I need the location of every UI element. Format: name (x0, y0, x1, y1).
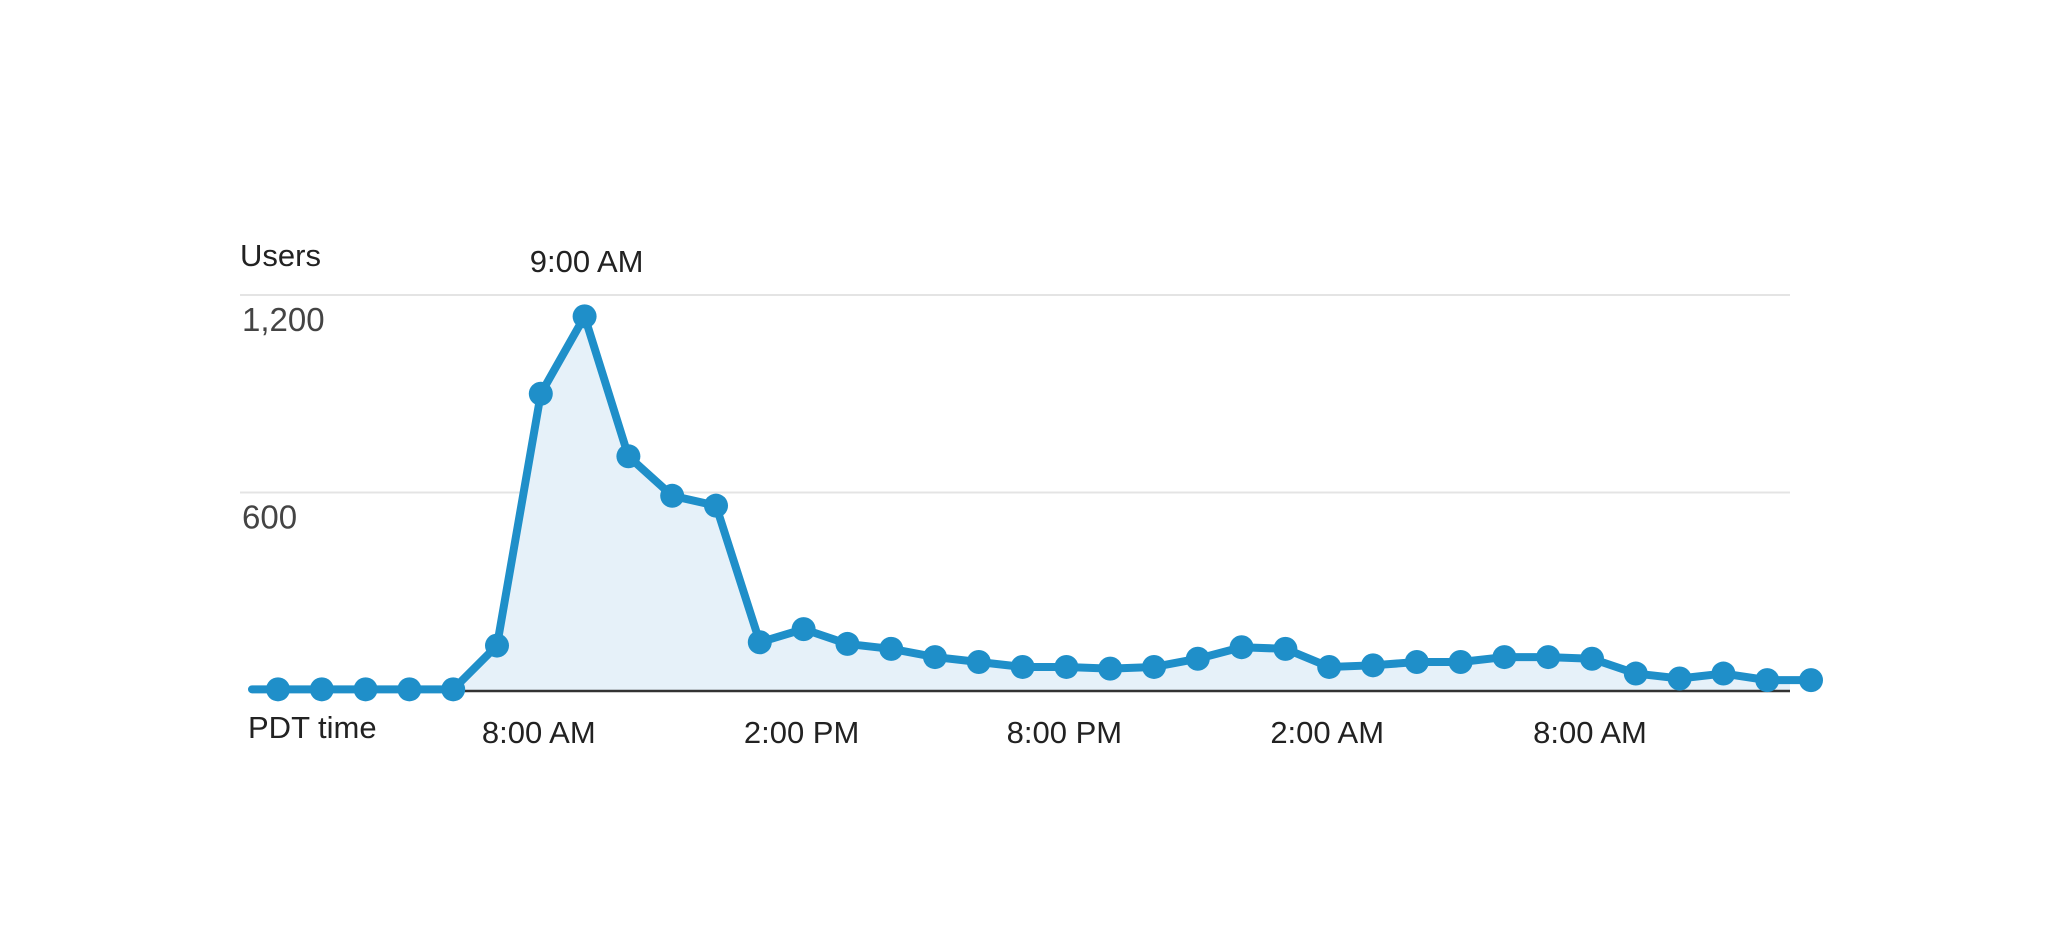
series-area (252, 316, 1811, 690)
data-point (309, 677, 334, 702)
line-layer (248, 312, 1815, 694)
data-point (1404, 650, 1429, 675)
data-point (528, 381, 553, 406)
tick-labels: 600 1,200 8:00 AM 2:00 PM 8:00 PM 2:00 AM 8:00… (242, 301, 1647, 750)
area-layer (252, 316, 1811, 693)
data-point (1492, 645, 1517, 670)
data-points (266, 304, 1823, 702)
data-point (1580, 646, 1604, 671)
data-point (835, 631, 860, 656)
data-point (1536, 645, 1561, 670)
y-tick-label: 1,200 (242, 301, 325, 338)
peak-label: 9:00 AM (530, 244, 644, 279)
data-point (441, 677, 466, 702)
labels-layer: Users PDT time 9:00 AM (240, 238, 643, 745)
data-point (1098, 656, 1123, 681)
grid-lines (240, 294, 1790, 494)
data-point (791, 617, 816, 642)
series-line (248, 312, 1815, 694)
data-point (660, 483, 685, 508)
x-tick-label: 8:00 PM (1007, 715, 1122, 750)
data-point (704, 493, 728, 518)
x-tick-label: 2:00 AM (1270, 715, 1384, 750)
data-point (747, 630, 772, 655)
data-point (879, 636, 904, 661)
data-point (923, 645, 947, 670)
x-tick-label: 8:00 AM (482, 715, 596, 750)
data-point (1711, 661, 1736, 686)
data-point (966, 650, 991, 675)
x-tick-label: 8:00 AM (1533, 715, 1647, 750)
data-point (1623, 661, 1648, 686)
data-point (1448, 650, 1473, 675)
data-point (1185, 646, 1210, 671)
data-point (1054, 654, 1079, 679)
data-point (397, 677, 422, 702)
data-point (616, 444, 641, 469)
data-point (1361, 653, 1385, 678)
data-point (1799, 668, 1823, 693)
data-point (1755, 668, 1780, 693)
data-point (1229, 635, 1254, 660)
data-point (353, 677, 378, 702)
data-point (266, 677, 290, 702)
data-point (572, 304, 597, 329)
data-point (1010, 654, 1035, 679)
data-point (1317, 654, 1342, 679)
data-point (1667, 666, 1692, 691)
y-axis-title: Users (240, 238, 321, 273)
x-axis-title: PDT time (248, 710, 377, 745)
data-point (1142, 654, 1166, 679)
y-tick-label: 600 (242, 499, 297, 536)
x-tick-label: 2:00 PM (744, 715, 859, 750)
data-point (485, 633, 509, 658)
data-point (1273, 636, 1298, 661)
